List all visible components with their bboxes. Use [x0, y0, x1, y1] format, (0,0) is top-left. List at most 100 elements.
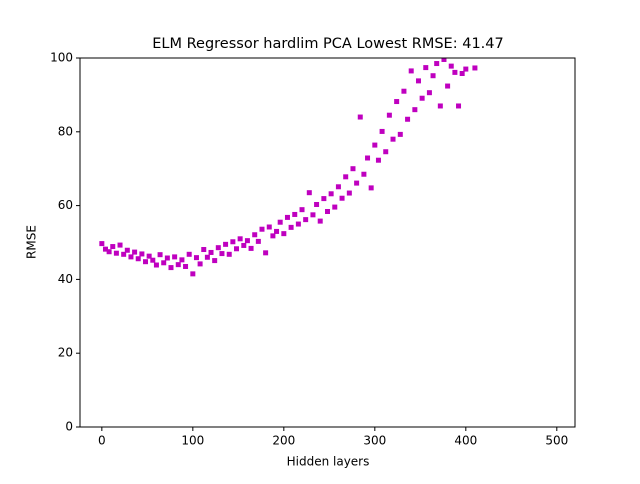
point	[299, 207, 305, 213]
point	[437, 103, 443, 109]
point	[270, 233, 276, 239]
point	[401, 88, 407, 94]
point	[146, 253, 152, 259]
point	[459, 70, 465, 76]
point	[255, 238, 261, 244]
point	[106, 249, 112, 255]
point	[335, 184, 341, 190]
point	[208, 249, 214, 255]
x-tick-label: 500	[545, 434, 568, 448]
point	[139, 251, 145, 257]
point	[368, 185, 374, 191]
x-tick-label: 100	[181, 434, 204, 448]
y-tick-label: 60	[58, 198, 73, 212]
point	[346, 190, 352, 196]
y-axis-label: RMSE	[25, 225, 39, 259]
point	[117, 242, 123, 248]
point	[161, 260, 167, 266]
point	[164, 255, 170, 261]
point	[244, 238, 250, 244]
point	[135, 256, 141, 262]
point	[204, 254, 210, 260]
point	[230, 239, 236, 245]
point	[183, 263, 189, 269]
point	[186, 251, 192, 257]
point	[219, 251, 225, 257]
point	[354, 180, 360, 186]
point	[234, 246, 240, 252]
y-tick-label: 20	[58, 346, 73, 360]
point	[343, 174, 349, 180]
point	[306, 190, 312, 196]
point	[281, 231, 287, 237]
point	[201, 247, 207, 253]
point	[121, 251, 127, 257]
plot-frame	[79, 57, 576, 428]
point	[321, 196, 327, 202]
point	[193, 255, 199, 261]
point	[379, 128, 385, 134]
point	[132, 249, 138, 255]
point	[172, 254, 178, 260]
point	[113, 250, 119, 256]
point	[441, 58, 447, 62]
point	[405, 116, 411, 122]
point	[128, 254, 134, 260]
point	[332, 204, 338, 210]
point	[153, 262, 159, 268]
point	[179, 257, 185, 263]
point	[419, 95, 425, 101]
x-tick-label: 200	[272, 434, 295, 448]
y-tick-label: 40	[58, 272, 73, 286]
point	[397, 131, 403, 137]
point	[143, 259, 149, 265]
point	[150, 257, 156, 263]
point	[157, 252, 163, 258]
x-axis-label: Hidden layers	[287, 455, 370, 469]
point	[168, 265, 174, 271]
point	[423, 65, 429, 71]
point	[415, 78, 421, 84]
point	[266, 224, 272, 230]
x-tick-label: 300	[363, 434, 386, 448]
point	[383, 149, 389, 155]
point	[463, 66, 469, 72]
y-tick-label: 80	[58, 124, 73, 138]
point	[110, 244, 116, 250]
point	[412, 107, 418, 113]
point	[365, 155, 371, 161]
point	[124, 247, 130, 253]
point	[197, 261, 203, 267]
point	[426, 90, 432, 96]
point	[408, 68, 414, 74]
y-tick-label: 0	[65, 420, 73, 434]
point	[175, 262, 181, 268]
point	[372, 142, 378, 148]
point	[248, 245, 254, 251]
point	[328, 191, 334, 197]
point	[357, 114, 363, 120]
point	[452, 69, 458, 75]
chart-title: ELM Regressor hardlim PCA Lowest RMSE: 4…	[152, 36, 503, 52]
point	[237, 236, 243, 242]
point	[314, 201, 320, 207]
point	[215, 245, 221, 251]
point	[310, 212, 316, 218]
y-tick-label: 100	[50, 51, 73, 65]
point	[350, 166, 356, 172]
point	[223, 241, 229, 247]
point	[226, 251, 232, 257]
point	[361, 171, 367, 177]
point	[375, 157, 381, 163]
point	[295, 221, 301, 227]
point	[456, 103, 462, 109]
point	[434, 61, 440, 67]
point	[241, 242, 247, 248]
point	[284, 214, 290, 220]
x-tick-label: 0	[98, 434, 106, 448]
point	[190, 271, 196, 277]
point	[317, 218, 323, 224]
point	[430, 73, 436, 79]
point	[99, 241, 105, 247]
point	[339, 195, 345, 201]
